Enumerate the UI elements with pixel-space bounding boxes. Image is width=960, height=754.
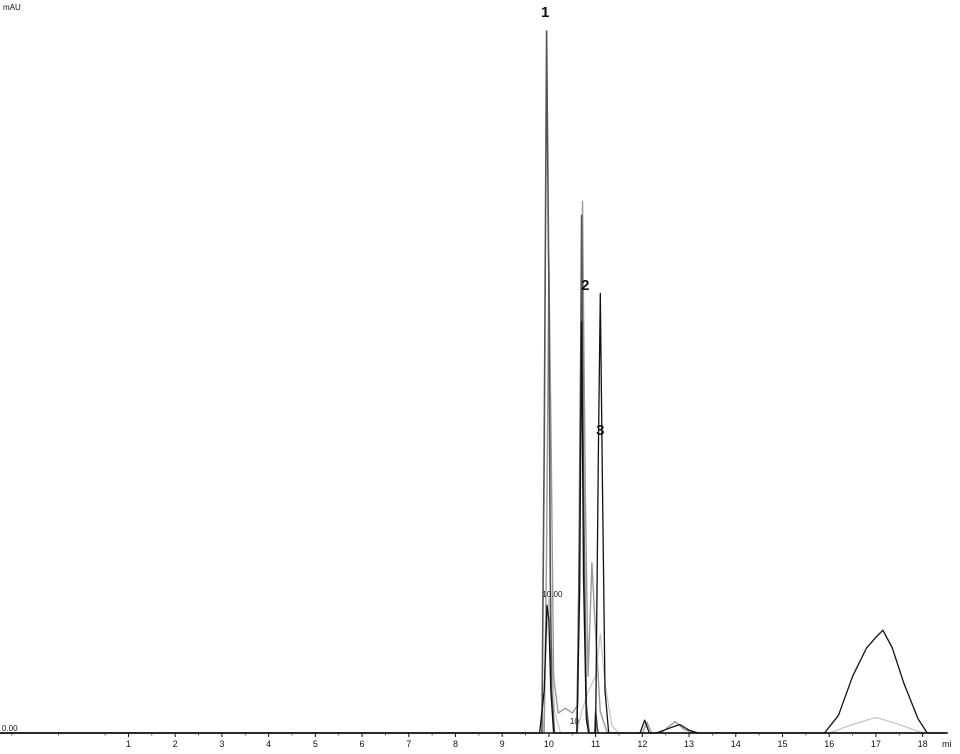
series-layer — [0, 30, 946, 734]
peak-time-label: 10.00 — [542, 590, 563, 599]
x-axis-unit-label: mi — [942, 739, 952, 749]
y-axis-unit-label: mAU — [3, 3, 21, 12]
x-tick-label: 2 — [173, 739, 178, 749]
x-tick-label: 4 — [266, 739, 271, 749]
peak-label-2: 2 — [581, 277, 589, 294]
peak-label-3: 3 — [596, 422, 604, 439]
corner-label: mAU — [3, 3, 21, 12]
x-tick-label: 8 — [453, 739, 458, 749]
x-tick-label: 3 — [219, 739, 224, 749]
x-tick-label: 12 — [637, 739, 647, 749]
series-trace-3 — [0, 200, 946, 734]
x-tick-label: 5 — [313, 739, 318, 749]
x-tick-label: 17 — [871, 739, 881, 749]
x-tick-label: 9 — [500, 739, 505, 749]
x-tick-label: 13 — [684, 739, 694, 749]
x-tick-label: 1 — [126, 739, 131, 749]
x-tick-label: 7 — [406, 739, 411, 749]
peak-time-label: 10 — [570, 717, 579, 726]
x-tick-label: 15 — [777, 739, 787, 749]
peak-label-1: 1 — [541, 4, 549, 21]
x-tick-label: 16 — [824, 739, 834, 749]
x-tick-label: 18 — [918, 739, 928, 749]
annotation-layer: 1 2 3 10.00 10 — [541, 4, 604, 726]
x-tick-label: 6 — [360, 739, 365, 749]
series-trace-1 — [0, 292, 946, 734]
x-tick-label: 11 — [591, 739, 600, 749]
y-baseline-label: 0.00 — [2, 724, 18, 733]
x-tick-label: 10 — [544, 739, 554, 749]
series-trace-2 — [0, 30, 946, 734]
series-trace-4 — [0, 597, 946, 734]
x-tick-label: 14 — [731, 739, 741, 749]
